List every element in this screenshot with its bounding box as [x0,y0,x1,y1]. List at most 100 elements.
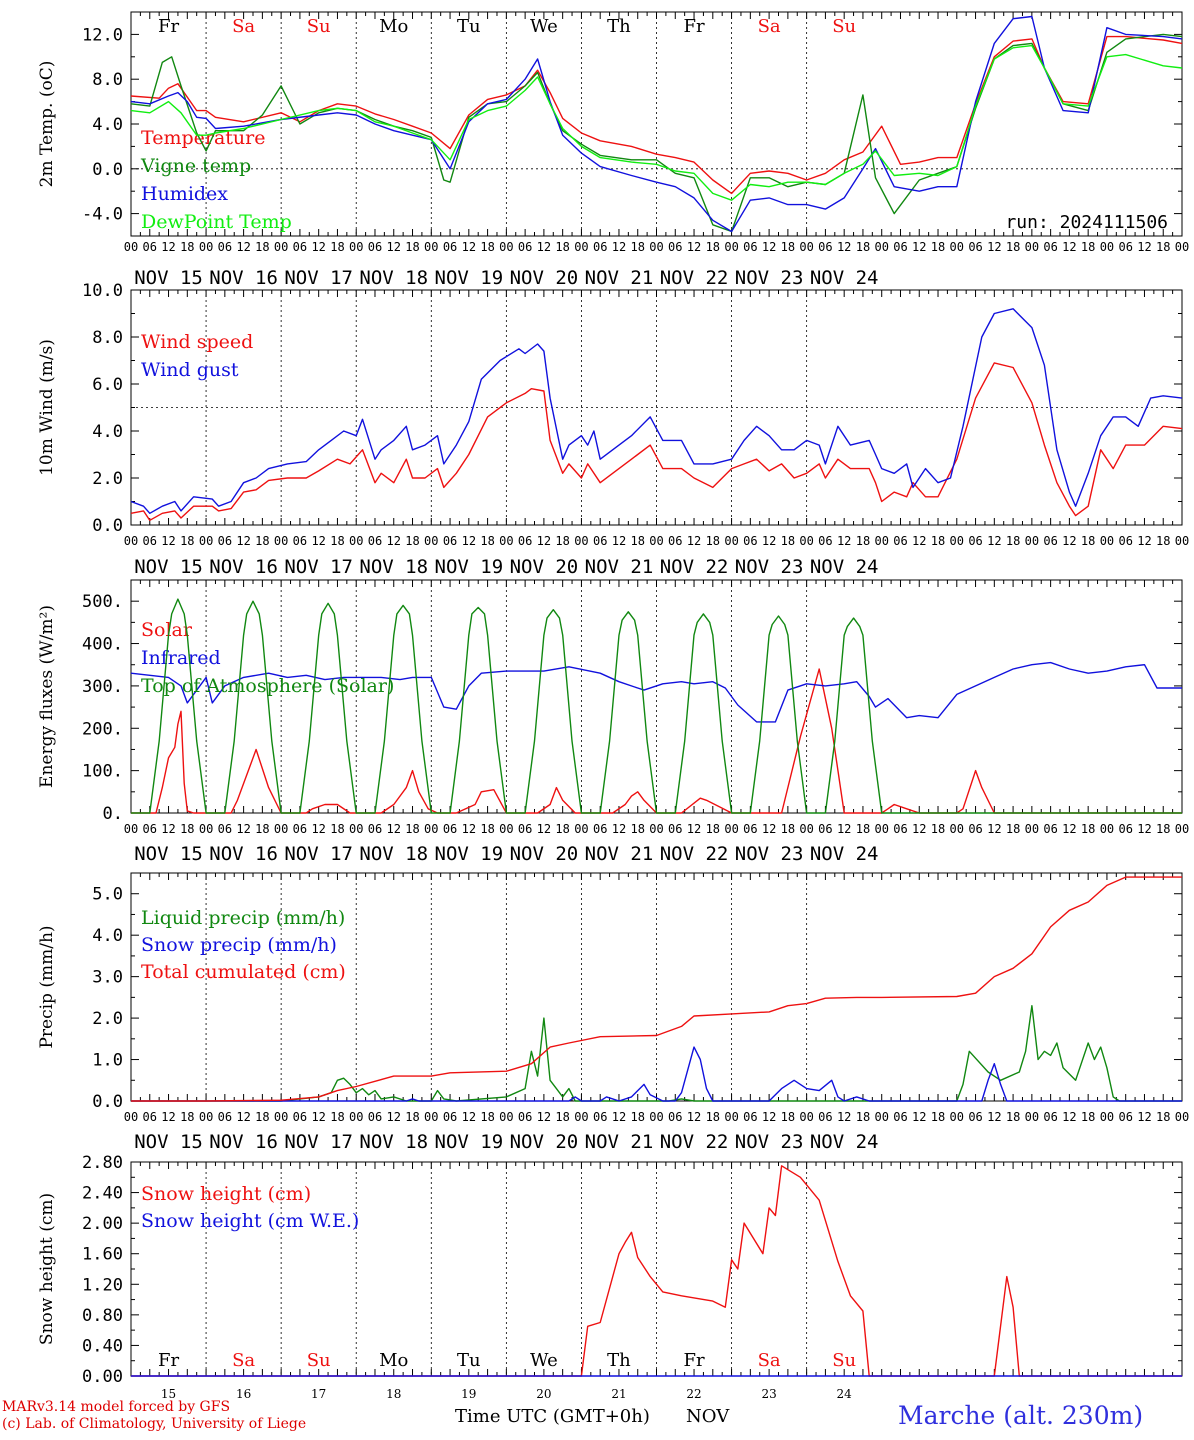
y-tick-label: 3.0 [92,968,123,988]
x-hour-tick-label: 00 [950,1110,964,1124]
x-hour-tick-label: 12 [387,240,401,254]
legend-entry: Snow height (cm W.E.) [141,1210,359,1232]
x-hour-tick-label: 00 [724,534,738,548]
x-hour-tick-label: 06 [443,240,457,254]
x-day-number: 15 [161,1387,176,1401]
x-hour-tick-label: 12 [1062,534,1076,548]
x-hour-tick-label: 18 [781,534,795,548]
x-date-label: NOV 22 [660,267,729,289]
y-tick-label: 0.00 [82,1367,123,1387]
x-hour-tick-label: 18 [180,240,194,254]
x-hour-tick-label: 00 [124,534,138,548]
x-hour-tick-label: 00 [349,1110,363,1124]
dow-label: Fr [158,1350,179,1371]
x-date-label: NOV 23 [735,1131,804,1153]
x-day-number: 16 [236,1387,251,1401]
dow-label: Sa [232,1350,255,1371]
x-hour-tick-label: 12 [1137,534,1151,548]
x-hour-tick-label: 06 [1118,534,1132,548]
x-hour-tick-label: 00 [799,534,813,548]
y-tick-label: 1.20 [82,1275,123,1295]
x-hour-tick-label: 00 [499,822,513,836]
x-hour-tick-label: 00 [424,822,438,836]
x-hour-tick-label: 12 [311,240,325,254]
x-day-number: 17 [311,1387,326,1401]
x-hour-tick-label: 18 [931,240,945,254]
y-tick-label: 10.0 [82,281,123,301]
series-line-temperature [130,35,1183,195]
x-hour-tick-label: 00 [1100,534,1114,548]
x-hour-tick-label: 00 [199,240,213,254]
y-tick-label: -4.0 [82,205,123,225]
dow-label: Fr [158,16,179,37]
x-date-label: NOV 23 [735,267,804,289]
x-hour-tick-label: 12 [462,534,476,548]
x-hour-tick-label: 18 [706,240,720,254]
y-tick-label: 400. [82,635,123,655]
legend-entry: Wind speed [141,331,253,353]
x-hour-tick-label: 18 [1081,822,1095,836]
x-hour-tick-label: 06 [893,822,907,836]
x-hour-tick-label: 18 [255,1110,269,1124]
x-hour-tick-label: 06 [818,534,832,548]
x-hour-tick-label: 18 [1156,1110,1170,1124]
x-hour-tick-label: 00 [499,534,513,548]
x-hour-tick-label: 06 [668,822,682,836]
x-hour-tick-label: 12 [1137,240,1151,254]
x-date-label: NOV 23 [735,843,804,865]
dow-label: Tu [457,16,481,37]
x-hour-tick-label: 18 [706,1110,720,1124]
x-hour-tick-label: 06 [218,240,232,254]
x-hour-tick-label: 06 [143,240,157,254]
x-hour-tick-label: 18 [1006,240,1020,254]
legend-entry: Total cumulated (cm) [141,961,346,983]
panel-3: 0. 100. 200. 300. 400. 500. Energy fluxes (W/m… [37,579,1189,865]
series-line-total-cumulated-cm- [131,876,1182,1102]
x-hour-tick-label: 18 [180,1110,194,1124]
x-hour-tick-label: 12 [537,822,551,836]
dow-label: Tu [457,1350,481,1371]
legend-entry: Humidex [141,183,228,205]
x-hour-tick-label: 06 [443,1110,457,1124]
x-hour-tick-label: 06 [368,240,382,254]
y-tick-label: 2.0 [92,1009,123,1029]
x-hour-tick-label: 18 [1081,534,1095,548]
x-hour-tick-label: 12 [612,240,626,254]
panel-2: 0.0 2.0 4.0 6.0 8.0 10.0 10m Wind (m/s) Wind sp… [37,281,1189,578]
x-hour-tick-label: 18 [1156,822,1170,836]
x-hour-tick-label: 00 [950,240,964,254]
x-hour-tick-label: 18 [330,822,344,836]
x-hour-tick-label: 18 [555,822,569,836]
dow-label: Su [832,1350,856,1371]
series-line-wind-speed [130,362,1183,521]
x-date-label: NOV 15 [134,1131,203,1153]
x-hour-tick-label: 12 [236,1110,250,1124]
x-hour-tick-label: 12 [387,1110,401,1124]
x-hour-tick-label: 00 [499,240,513,254]
x-hour-tick-label: 06 [818,822,832,836]
x-hour-tick-label: 12 [1137,822,1151,836]
x-hour-tick-label: 00 [424,534,438,548]
dow-label: Su [307,16,331,37]
x-hour-tick-label: 12 [462,1110,476,1124]
y-tick-label: 200. [82,719,123,739]
x-hour-tick-label: 06 [368,822,382,836]
x-axis-title: Time UTC (GMT+0h) [455,1406,650,1427]
x-hour-tick-label: 06 [143,822,157,836]
dow-label: Fr [683,16,704,37]
x-date-label: NOV 15 [134,267,203,289]
x-hour-tick-label: 18 [706,822,720,836]
x-hour-tick-label: 18 [1006,822,1020,836]
x-hour-tick-label: 12 [1137,1110,1151,1124]
y-tick-label: 4.0 [92,422,123,442]
x-hour-tick-label: 06 [143,1110,157,1124]
legend-entry: Solar [141,619,193,641]
x-hour-tick-label: 00 [1100,822,1114,836]
x-hour-tick-label: 18 [631,822,645,836]
x-hour-tick-label: 06 [518,1110,532,1124]
x-hour-tick-label: 18 [255,240,269,254]
x-hour-tick-label: 12 [912,534,926,548]
x-hour-tick-label: 12 [987,534,1001,548]
x-hour-tick-label: 00 [649,1110,663,1124]
x-hour-tick-label: 12 [762,822,776,836]
